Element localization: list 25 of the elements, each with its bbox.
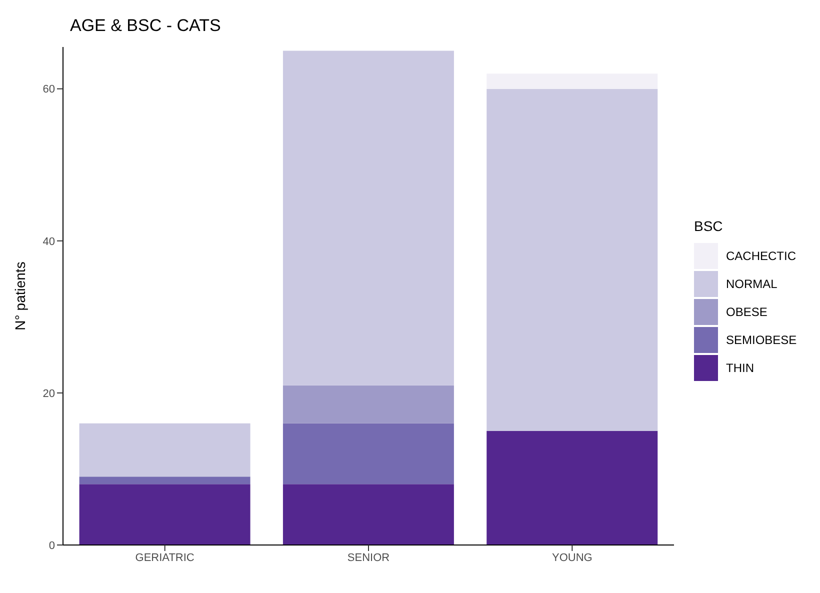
y-tick-label: 40 — [42, 236, 55, 248]
legend-label: SEMIOBESE — [726, 333, 797, 347]
legend-label: OBESE — [726, 305, 768, 319]
bar — [79, 423, 250, 477]
y-tick-label: 0 — [48, 540, 55, 552]
bar — [486, 88, 658, 431]
bar — [486, 430, 658, 545]
bar — [79, 484, 250, 545]
y-axis-title: N° patients — [12, 262, 28, 330]
y-tick-label: 60 — [42, 84, 55, 96]
bar — [282, 50, 454, 386]
x-tick-label: GERIATRIC — [135, 552, 194, 564]
bar — [282, 423, 454, 484]
x-tick-label: SENIOR — [347, 552, 390, 564]
legend-label: CACHECTIC — [726, 249, 796, 263]
bar — [282, 385, 454, 424]
x-tick-label: YOUNG — [552, 552, 592, 564]
y-tick-label: 20 — [42, 388, 55, 400]
legend-title: BSC — [694, 218, 724, 234]
legend-label: NORMAL — [726, 277, 778, 291]
bar — [486, 74, 658, 89]
legend-label: THIN — [726, 361, 754, 375]
bar — [282, 484, 454, 545]
bar — [79, 476, 250, 484]
chart-title: AGE & BSC - CATS — [70, 16, 221, 36]
